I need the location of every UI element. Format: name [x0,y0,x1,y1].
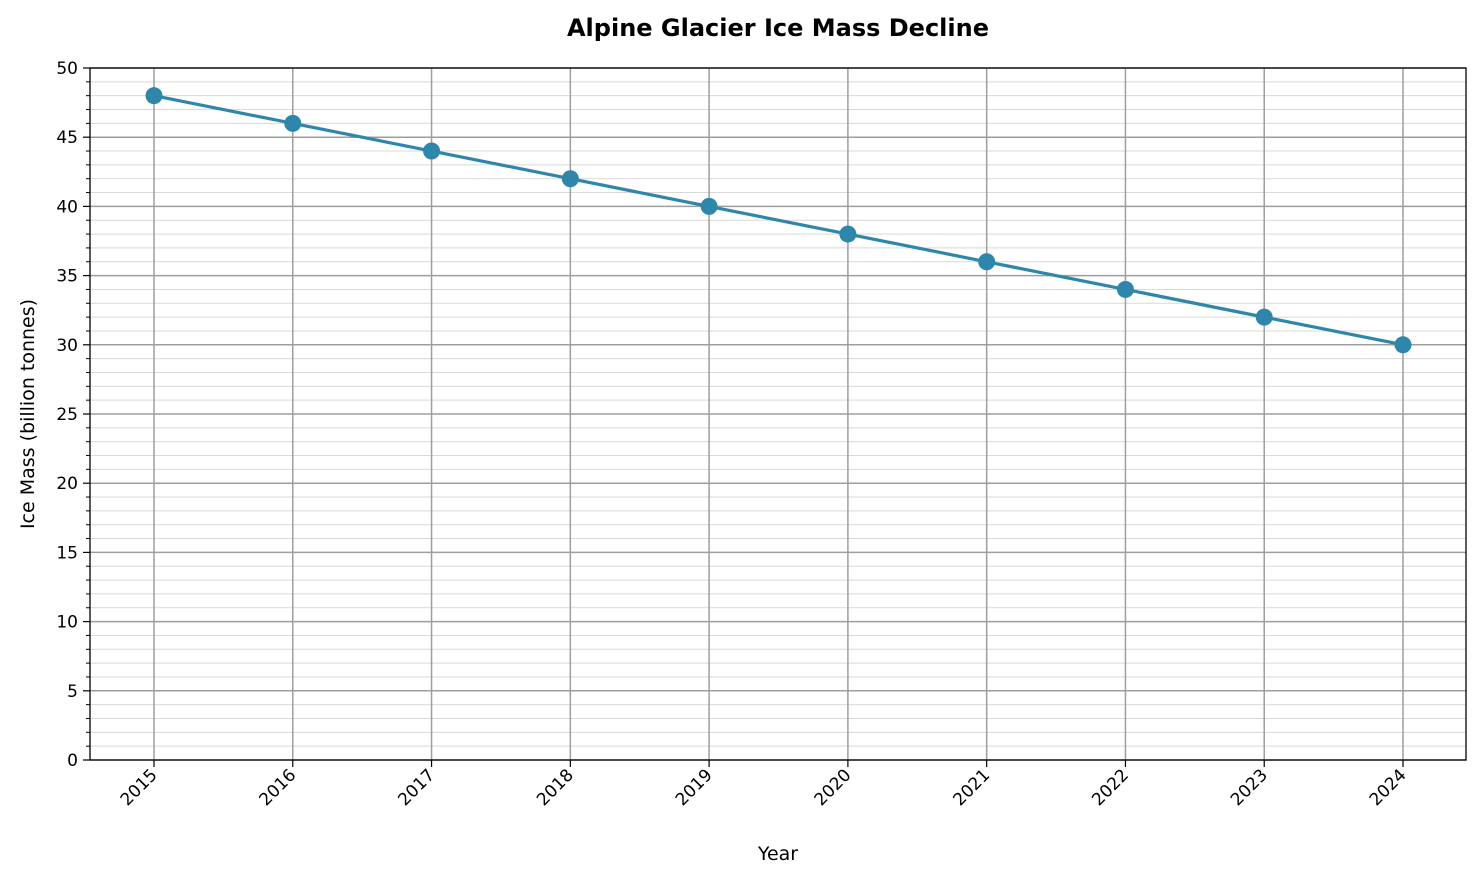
x-tick-label: 2022 [1088,765,1133,810]
data-point [145,87,163,105]
x-axis-label: Year [757,843,798,865]
x-tick-label: 2024 [1366,765,1411,810]
data-point [1116,280,1134,298]
x-tick-label: 2018 [533,765,578,810]
x-tick-label: 2021 [949,765,994,810]
series [145,87,1412,354]
x-tick-label: 2023 [1227,765,1272,810]
series-line [153,94,1404,347]
x-tick-label: 2015 [117,765,162,810]
data-point [839,225,857,243]
y-axis-label: Ice Mass (billion tonnes) [17,299,39,529]
data-point [423,142,441,160]
y-tick-label: 15 [56,543,78,563]
chart-title: Alpine Glacier Ice Mass Decline [567,14,989,42]
data-point [978,253,996,271]
data-point [1255,308,1273,326]
grid [90,67,1466,761]
y-tick-label: 45 [56,128,78,148]
y-tick-label: 0 [67,751,78,771]
data-point [284,114,302,132]
y-tick-label: 20 [56,474,78,494]
y-tick-label: 30 [56,336,78,356]
y-tick-label: 10 [56,613,78,633]
data-point [1394,336,1412,354]
plot-frame [89,67,1467,761]
data-point [561,170,579,188]
x-tick-label: 2016 [256,765,301,810]
y-tick-label: 40 [56,197,78,217]
y-tick-label: 50 [56,59,78,79]
x-tick-label: 2019 [672,765,717,810]
axis-ticks: 0 5 10 15 20 25 30 35 40 45 50 2015 2016 2017 2018 2019… [56,59,1410,810]
y-tick-label: 25 [56,405,78,425]
y-tick-label: 35 [56,267,78,287]
x-tick-label: 2020 [811,765,856,810]
x-tick-label: 2017 [394,765,439,810]
data-point [700,197,718,215]
y-tick-label: 5 [67,682,78,702]
